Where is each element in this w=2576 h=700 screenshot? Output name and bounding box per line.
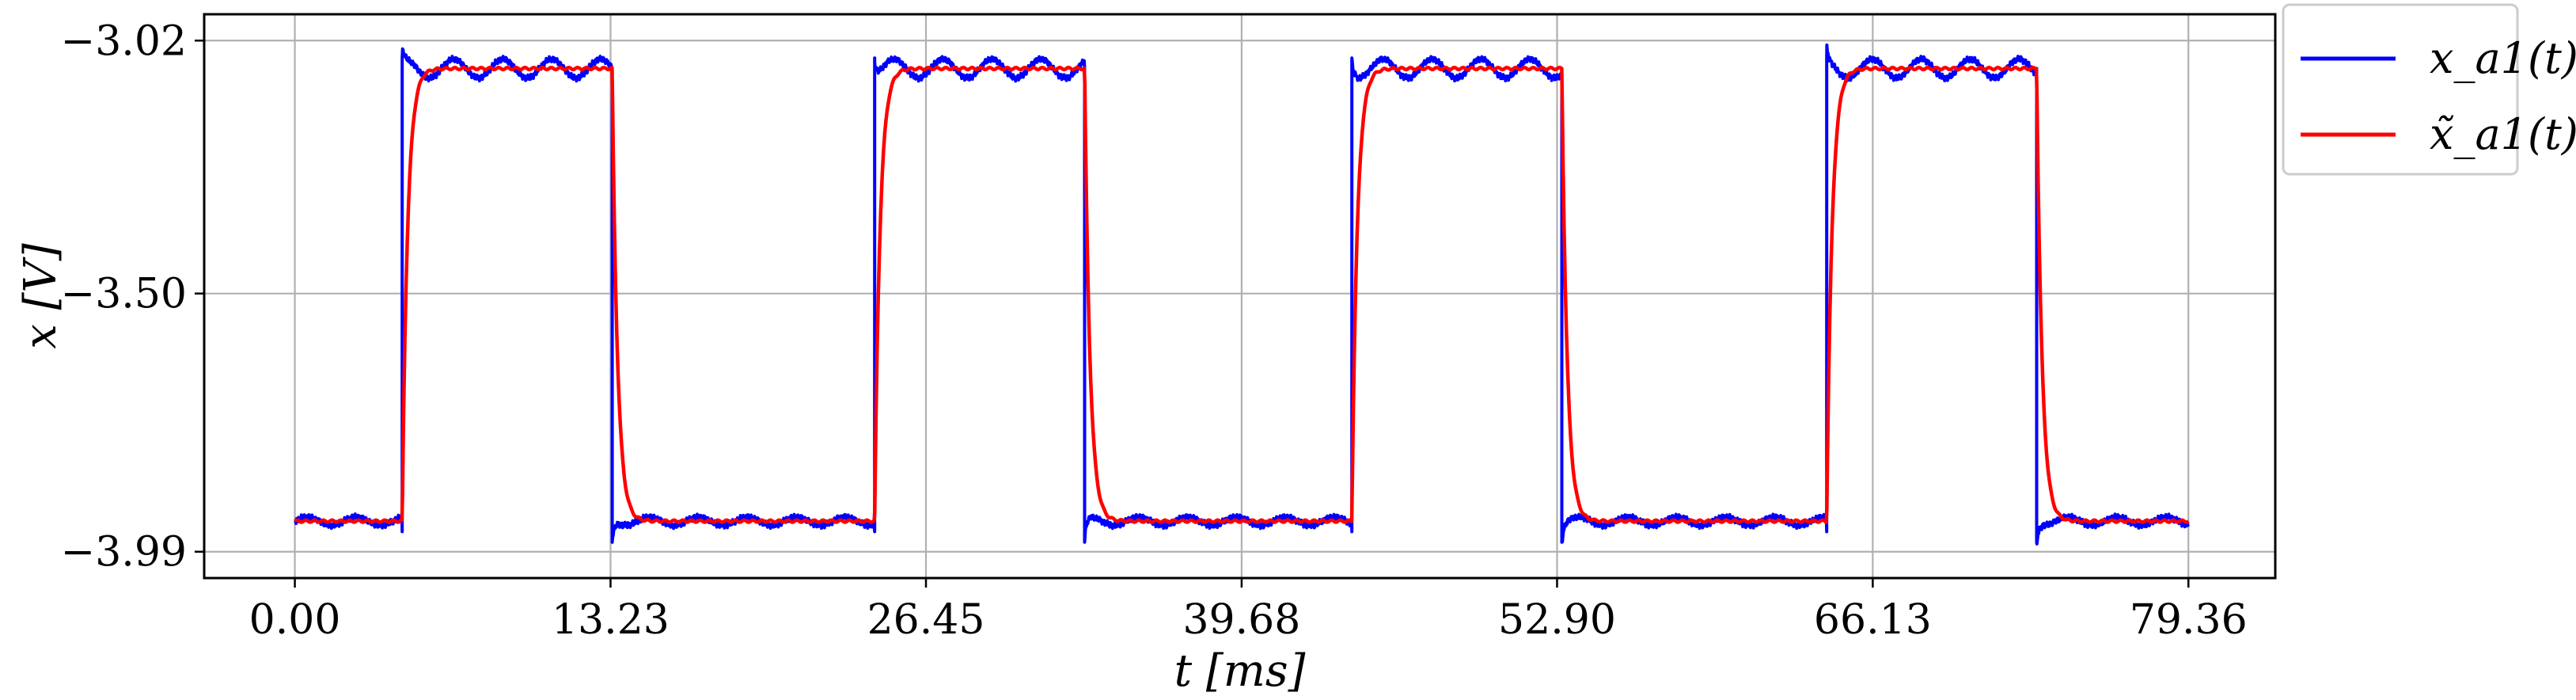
y-tick-label: −3.02 <box>61 17 187 65</box>
legend-box <box>2282 3 2519 176</box>
x-tick-label: 26.45 <box>867 596 985 644</box>
legend-label-measured: x_a1(t) <box>2430 33 2576 83</box>
plot-frame <box>203 13 2277 580</box>
x-tick-label: 52.90 <box>1498 596 1616 644</box>
x-tick-label: 79.36 <box>2130 596 2248 644</box>
y-tick-label: −3.99 <box>61 529 187 576</box>
legend-label-model: x̃_a1(t) <box>2430 109 2576 159</box>
series-line-measured <box>294 43 2191 546</box>
grid <box>204 14 2275 578</box>
y-axis: −3.02 −3.50 −3.99 <box>61 17 204 576</box>
series-layer <box>294 43 2191 546</box>
series-line-model <box>294 65 2190 524</box>
x-tick-label: 13.23 <box>552 596 670 644</box>
x-axis-label: t [ms] <box>1174 645 1306 697</box>
x-tick-label: 39.68 <box>1182 596 1300 644</box>
x-axis: 0.00 13.23 26.45 39.68 52.90 66.13 79.36 <box>249 578 2248 644</box>
x-tick-label: 0.00 <box>249 596 341 644</box>
y-axis-label: x [V] <box>15 243 66 349</box>
y-tick-label: −3.50 <box>61 271 187 318</box>
legend: x_a1(t) x̃_a1(t) <box>2282 3 2576 176</box>
x-tick-label: 66.13 <box>1814 596 1932 644</box>
